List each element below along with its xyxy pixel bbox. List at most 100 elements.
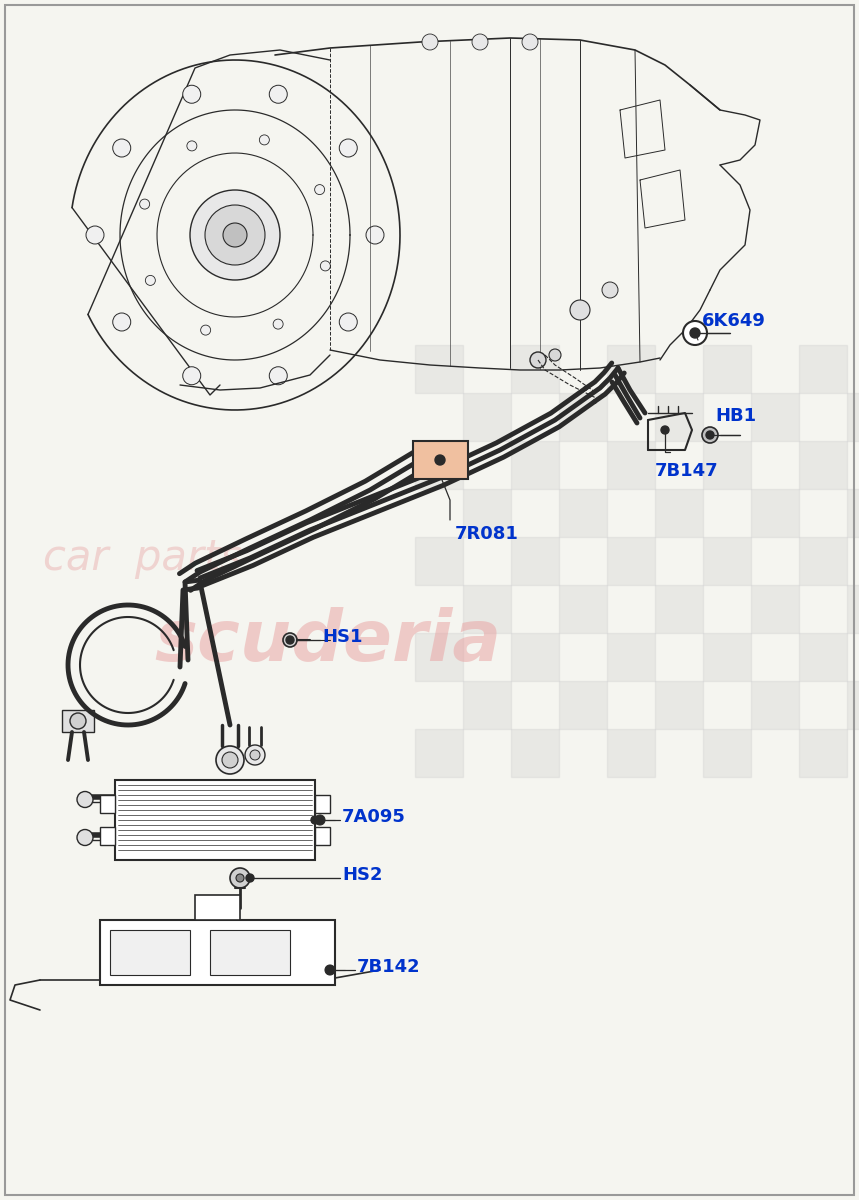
Circle shape	[113, 139, 131, 157]
Bar	[607, 440, 655, 490]
Bar	[115, 780, 315, 860]
Bar	[511, 346, 559, 392]
Bar	[415, 728, 463, 778]
Bar	[799, 728, 847, 778]
Bar	[463, 392, 511, 440]
Text: HS2: HS2	[342, 866, 382, 884]
Bar	[703, 346, 751, 392]
Bar	[847, 584, 859, 634]
Circle shape	[549, 349, 561, 361]
Circle shape	[86, 226, 104, 244]
Bar	[511, 634, 559, 680]
Bar	[110, 930, 190, 974]
Bar	[511, 728, 559, 778]
Circle shape	[286, 636, 294, 644]
Bar	[315, 827, 330, 845]
Circle shape	[223, 223, 247, 247]
Text: 7R081: 7R081	[455, 526, 519, 542]
Bar	[751, 490, 799, 538]
Bar	[799, 634, 847, 680]
Bar	[195, 895, 240, 920]
Circle shape	[269, 367, 287, 385]
Bar	[415, 538, 463, 584]
Circle shape	[145, 275, 155, 286]
Text: HB1: HB1	[715, 407, 756, 425]
Bar	[559, 680, 607, 728]
Circle shape	[150, 950, 170, 970]
Circle shape	[435, 455, 445, 464]
Bar	[511, 440, 559, 490]
Bar	[703, 538, 751, 584]
Text: HS1: HS1	[322, 628, 362, 646]
Circle shape	[311, 816, 319, 824]
Circle shape	[77, 792, 93, 808]
Bar	[607, 346, 655, 392]
Circle shape	[245, 745, 265, 766]
Bar	[415, 440, 463, 490]
Circle shape	[339, 139, 357, 157]
Circle shape	[472, 34, 488, 50]
Circle shape	[70, 713, 86, 728]
Bar	[100, 920, 335, 985]
Text: 7A095: 7A095	[342, 808, 405, 826]
Bar	[655, 392, 703, 440]
Circle shape	[201, 325, 210, 335]
Bar	[847, 490, 859, 538]
Circle shape	[702, 427, 718, 443]
Text: scuderia: scuderia	[155, 607, 502, 677]
Circle shape	[246, 874, 254, 882]
Circle shape	[325, 965, 335, 974]
Bar	[559, 392, 607, 440]
Circle shape	[140, 199, 149, 209]
Circle shape	[326, 966, 334, 974]
Circle shape	[222, 752, 238, 768]
Bar	[703, 440, 751, 490]
Circle shape	[113, 313, 131, 331]
Circle shape	[314, 185, 325, 194]
Circle shape	[707, 432, 713, 438]
Circle shape	[209, 907, 225, 923]
Circle shape	[259, 134, 270, 145]
Circle shape	[661, 426, 669, 434]
Circle shape	[183, 85, 201, 103]
Bar	[799, 538, 847, 584]
Circle shape	[190, 190, 280, 280]
Bar	[413, 440, 468, 479]
Circle shape	[366, 226, 384, 244]
Circle shape	[570, 300, 590, 320]
Circle shape	[236, 874, 244, 882]
Bar	[463, 490, 511, 538]
Bar	[751, 680, 799, 728]
Bar	[751, 584, 799, 634]
Bar	[100, 794, 115, 814]
Circle shape	[422, 34, 438, 50]
Bar	[62, 710, 94, 732]
Bar	[463, 680, 511, 728]
Circle shape	[522, 34, 538, 50]
Bar	[847, 392, 859, 440]
Circle shape	[602, 282, 618, 298]
Circle shape	[216, 746, 244, 774]
Circle shape	[187, 140, 197, 151]
Bar	[703, 634, 751, 680]
Circle shape	[156, 956, 164, 964]
Circle shape	[77, 829, 93, 846]
Circle shape	[205, 205, 265, 265]
Bar	[799, 346, 847, 392]
Bar	[607, 634, 655, 680]
Bar	[463, 584, 511, 634]
Circle shape	[530, 352, 546, 368]
Bar	[703, 728, 751, 778]
Circle shape	[683, 320, 707, 346]
Circle shape	[269, 85, 287, 103]
Bar	[559, 490, 607, 538]
Bar	[751, 392, 799, 440]
Bar	[655, 584, 703, 634]
Circle shape	[706, 431, 714, 439]
Circle shape	[273, 319, 283, 329]
Circle shape	[230, 868, 250, 888]
Bar	[210, 930, 290, 974]
Bar	[799, 440, 847, 490]
Text: car  parts: car parts	[43, 538, 242, 578]
Text: 6K649: 6K649	[702, 312, 766, 330]
